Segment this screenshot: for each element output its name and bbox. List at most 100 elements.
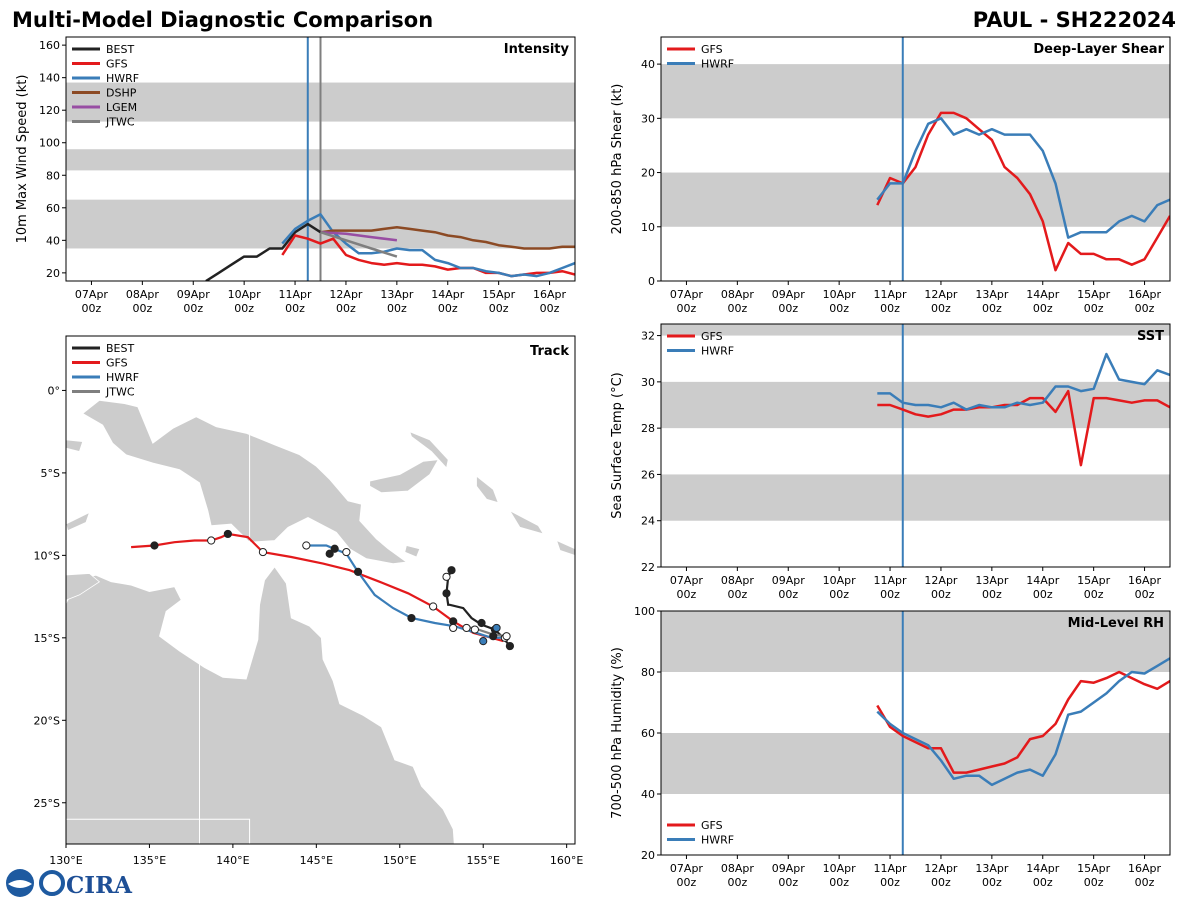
logo-text: CIRA [66, 872, 133, 899]
shear-ytick-label: 10 [641, 221, 655, 234]
shear-title: Deep-Layer Shear [1033, 42, 1164, 57]
intensity-series-jtwc [320, 231, 398, 258]
shear-legend-label-hwrf: HWRF [701, 58, 734, 71]
intensity-title: Intensity [504, 42, 570, 57]
shear-ytick-label: 30 [641, 112, 655, 125]
intensity-ylabel: 10m Max Wind Speed (kt) [15, 75, 30, 244]
track-legend-label-hwrf: HWRF [106, 371, 139, 384]
track-marker-hwrf [353, 567, 363, 576]
sst-ylabel: Sea Surface Temp (°C) [610, 372, 625, 519]
track-legend-label-jtwc: JTWC [105, 386, 135, 399]
rh-xtick-date: 07Apr [670, 862, 704, 875]
intensity-ytick-label: 60 [46, 202, 60, 215]
intensity-xtick-hour: 00z [183, 302, 203, 315]
sst-xtick-hour: 00z [1033, 588, 1053, 601]
shear-ytick-label: 40 [641, 58, 655, 71]
track-marker-gfs [470, 625, 479, 634]
rh-xtick-hour: 00z [1033, 876, 1053, 889]
sst-xtick-date: 11Apr [874, 574, 908, 587]
sst-ytick-label: 26 [641, 468, 655, 481]
shear-xtick-date: 15Apr [1077, 288, 1111, 301]
land-bougainville [476, 475, 499, 504]
shear-band-1 [661, 64, 1170, 119]
cira-logo: CIRA [6, 869, 133, 899]
rh-series-gfs [876, 670, 1170, 774]
intensity-xtick-date: 07Apr [75, 288, 109, 301]
intensity-legend-label-hwrf: HWRF [106, 72, 139, 85]
intensity-xtick-date: 09Apr [177, 288, 211, 301]
intensity-legend-label-best: BEST [106, 43, 134, 56]
intensity-xtick-hour: 00z [387, 302, 407, 315]
intensity-xtick-hour: 00z [234, 302, 254, 315]
shear-series-hwrf [876, 117, 1170, 239]
track-marker-hwrf [342, 547, 351, 557]
track-marker-hwrf [407, 613, 416, 623]
sst-ytick-label: 28 [641, 422, 655, 435]
shear-xtick-hour: 00z [829, 302, 849, 315]
track-panel: 130°E 135°E 140°E 145°E 150°E 155°E 160°E 0° 5°S… [34, 335, 583, 867]
rh-ytick-label: 20 [641, 849, 655, 862]
rh-xtick-date: 09Apr [772, 862, 806, 875]
shear-ytick-label: 0 [648, 275, 655, 288]
land-solomons-a [508, 509, 545, 535]
shear-xtick-date: 09Apr [772, 288, 806, 301]
track-marker-best [477, 618, 486, 628]
sst-xtick-date: 14Apr [1026, 574, 1060, 587]
rh-xtick-date: 11Apr [874, 862, 908, 875]
sst-xtick-date: 10Apr [823, 574, 857, 587]
intensity-series-dshp [320, 226, 575, 250]
track-xtick-label: 155°E [466, 854, 499, 867]
track-marker-jtwc [462, 623, 471, 633]
land-australia [66, 566, 455, 844]
track-marker-jtwc [502, 632, 511, 641]
shear-band-0 [661, 172, 1170, 227]
shear-xtick-date: 13Apr [975, 288, 1009, 301]
rh-xtick-date: 13Apr [975, 862, 1009, 875]
shear-panel: 01020304007Apr00z08Apr00z09Apr00z10Apr00… [610, 36, 1171, 315]
intensity-xtick-date: 10Apr [228, 288, 262, 301]
intensity-xtick-date: 15Apr [482, 288, 516, 301]
rh-xtick-hour: 00z [727, 876, 747, 889]
rh-xtick-date: 08Apr [721, 862, 755, 875]
sst-xtick-date: 09Apr [772, 574, 806, 587]
shear-xtick-hour: 00z [931, 302, 951, 315]
rh-xtick-hour: 00z [677, 876, 697, 889]
track-marker-gfs [258, 547, 268, 557]
shear-xtick-hour: 00z [677, 302, 697, 315]
intensity-ytick-label: 100 [39, 137, 60, 150]
shear-xtick-hour: 00z [778, 302, 798, 315]
shear-xtick-hour: 00z [727, 302, 747, 315]
track-marker-gfs [150, 541, 159, 550]
sst-xtick-hour: 00z [829, 588, 849, 601]
sst-xtick-date: 16Apr [1128, 574, 1162, 587]
rh-legend-label-hwrf: HWRF [701, 834, 734, 847]
sst-xtick-hour: 00z [727, 588, 747, 601]
rh-xtick-hour: 00z [1084, 876, 1104, 889]
land-arnhem [66, 573, 101, 601]
track-marker-gfs [429, 602, 438, 611]
intensity-xtick-date: 08Apr [126, 288, 160, 301]
rh-xtick-date: 15Apr [1077, 862, 1111, 875]
border-sa [66, 818, 251, 844]
track-marker-best [442, 572, 451, 581]
shear-xtick-date: 07Apr [670, 288, 704, 301]
rh-ytick-label: 80 [641, 666, 655, 679]
track-legend-label-gfs: GFS [106, 357, 128, 370]
sst-series-hwrf [877, 352, 1170, 411]
track-frame [65, 335, 576, 845]
sst-title: SST [1137, 329, 1164, 344]
intensity-ytick-label: 40 [46, 234, 60, 247]
rh-xtick-hour: 00z [829, 876, 849, 889]
shear-xtick-date: 10Apr [823, 288, 857, 301]
intensity-ytick-label: 120 [39, 104, 60, 117]
land-new-ireland [409, 430, 449, 469]
rh-ytick-label: 60 [641, 727, 655, 740]
rh-ylabel: 700-500 hPa Humidity (%) [610, 647, 625, 819]
sst-xtick-hour: 00z [880, 588, 900, 601]
track-ytick-label: 25°S [34, 797, 60, 810]
rh-xtick-date: 12Apr [924, 862, 958, 875]
intensity-ytick-label: 160 [39, 39, 60, 52]
intensity-xtick-hour: 00z [82, 302, 102, 315]
shear-series-gfs [876, 111, 1170, 272]
